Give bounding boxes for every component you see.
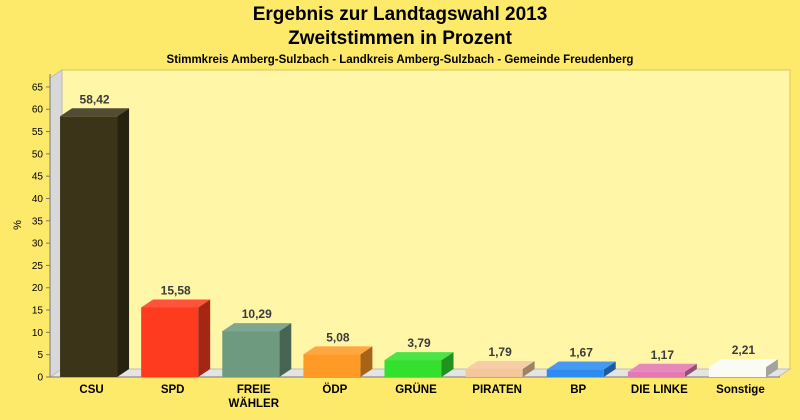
bar-side <box>441 352 454 377</box>
chart-subtitle: Zweitstimmen in Prozent <box>288 28 512 49</box>
category-label: CSU <box>79 384 103 396</box>
y-tick-label: 60 <box>32 105 44 116</box>
y-tick-label: 15 <box>32 306 44 317</box>
bar-top <box>465 361 535 370</box>
bar-top <box>222 323 292 332</box>
category-label: GRÜNE <box>395 383 437 396</box>
bar <box>546 361 616 377</box>
bar-top <box>303 346 373 355</box>
category-label-line: DIE LINKE <box>631 384 688 396</box>
category-label: SPD <box>161 384 185 396</box>
bar-top <box>60 108 130 117</box>
y-tick-label: 30 <box>32 239 44 250</box>
bar-front <box>627 371 685 377</box>
y-tick-label: 35 <box>32 216 44 227</box>
bar <box>708 359 778 377</box>
category-label-line: CSU <box>79 384 103 396</box>
data-label: 5,08 <box>326 330 350 344</box>
y-axis-label: % <box>12 220 24 230</box>
category-label-line: FREIE <box>237 384 271 396</box>
bar-side <box>522 361 535 377</box>
data-label: 10,29 <box>242 307 272 321</box>
bar-top <box>141 299 211 308</box>
bar-top <box>708 359 778 368</box>
bar-front <box>141 307 199 377</box>
bar-front <box>222 331 280 377</box>
y-tick-label: 50 <box>32 149 44 160</box>
bar-side <box>279 323 292 377</box>
bar-side <box>198 299 211 377</box>
y-tick-label: 45 <box>32 172 44 183</box>
bar-top <box>627 363 697 372</box>
bar <box>141 299 211 377</box>
category-label: DIE LINKE <box>631 384 688 396</box>
bar-front <box>465 369 523 377</box>
category-label-line: PIRATEN <box>472 384 522 396</box>
category-label: PIRATEN <box>472 384 522 396</box>
y-tick-label: 65 <box>32 82 44 93</box>
y-tick-label: 5 <box>37 350 43 361</box>
bar-front <box>384 360 442 377</box>
bar <box>465 361 535 377</box>
category-label-line: Sonstige <box>716 384 765 396</box>
category-label: BP <box>570 384 586 396</box>
y-tick-label: 20 <box>32 283 44 294</box>
data-label: 1,17 <box>651 348 675 362</box>
data-label: 58,42 <box>80 92 110 106</box>
y-tick-label: 40 <box>32 194 44 205</box>
chart-region-subtitle: Stimmkreis Amberg-Sulzbach - Landkreis A… <box>166 54 634 66</box>
bar-top <box>384 352 454 361</box>
bar-front <box>546 369 604 377</box>
category-label-line: GRÜNE <box>395 383 437 396</box>
bar-front <box>303 354 361 377</box>
category-label-line: ÖDP <box>322 383 347 396</box>
bar-top <box>546 361 616 370</box>
data-label: 15,58 <box>161 283 191 297</box>
bar <box>303 346 373 377</box>
bar-side <box>360 346 373 377</box>
y-tick-label: 25 <box>32 261 44 272</box>
bar <box>222 323 292 377</box>
bar-front <box>60 116 118 377</box>
category-label-line: SPD <box>161 384 185 396</box>
category-label: FREIE WÄHLER <box>229 384 280 410</box>
chart-title: Ergebnis zur Landtagswahl 2013 <box>252 4 548 25</box>
category-label-line: BP <box>570 384 586 396</box>
category-label: Sonstige <box>716 384 765 396</box>
bar-side <box>117 108 130 377</box>
bar-front <box>708 367 766 377</box>
category-label-line: WÄHLER <box>229 397 280 410</box>
bar <box>384 352 454 377</box>
data-label: 2,21 <box>732 343 756 357</box>
bar-side <box>684 363 697 377</box>
y-tick-label: 55 <box>32 127 44 138</box>
bar <box>60 108 130 377</box>
category-label: ÖDP <box>322 383 347 396</box>
data-label: 3,79 <box>407 336 431 350</box>
bar-side <box>765 359 778 377</box>
data-label: 1,67 <box>570 346 594 360</box>
y-tick-label: 0 <box>37 373 43 384</box>
y-tick-label: 10 <box>32 328 44 339</box>
bar <box>627 363 697 377</box>
bar-side <box>603 361 616 377</box>
data-label: 1,79 <box>488 345 512 359</box>
